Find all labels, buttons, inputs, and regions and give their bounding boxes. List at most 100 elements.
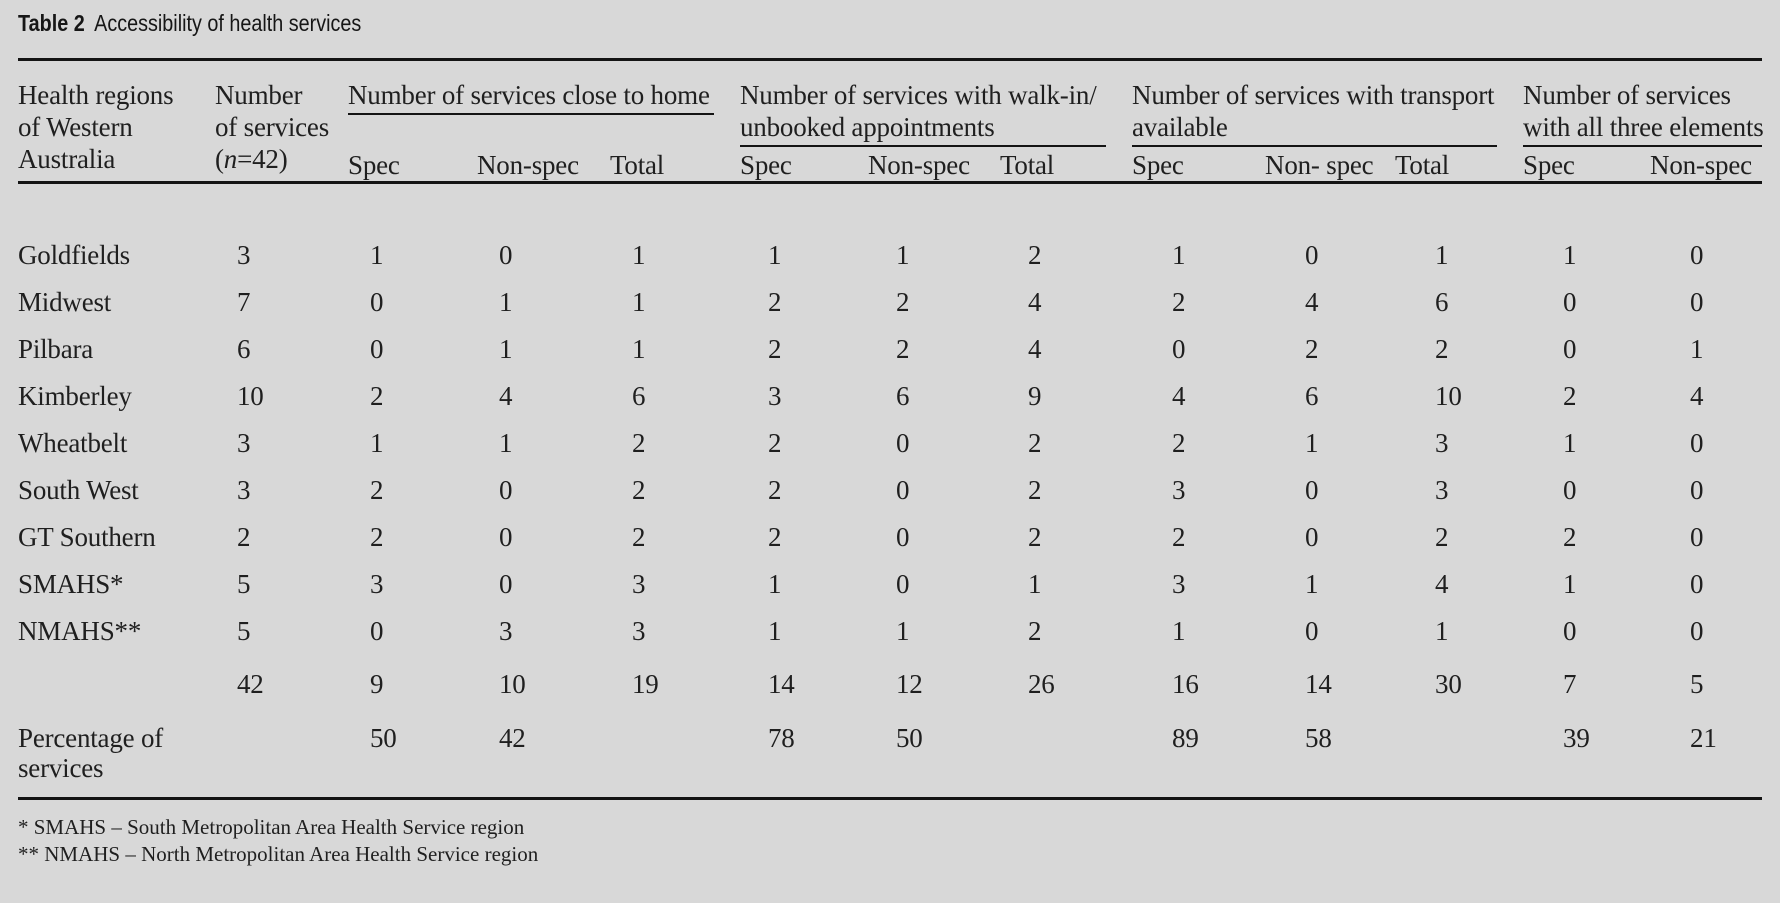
col-group-close-to-home: Number of services close to home — [348, 60, 740, 148]
value-cell: 2 — [1172, 287, 1186, 317]
value-cell: 2 — [768, 287, 782, 317]
region-cell: GT Southern — [18, 522, 156, 552]
percentage-cell: 58 — [1305, 723, 1332, 753]
value-cell: 0 — [1690, 616, 1704, 646]
col-header-region: Health regions of Western Australia — [18, 59, 215, 184]
value-cell: 3 — [632, 569, 646, 599]
col-subheader-spec: Spec — [1132, 147, 1266, 184]
value-cell: 2 — [768, 334, 782, 364]
percentage-cell — [610, 723, 740, 799]
percentage-cell — [1000, 723, 1132, 799]
value-cell: 1 — [768, 240, 782, 270]
region-cell: Pilbara — [18, 334, 94, 364]
table-number-label: Table 2 — [18, 10, 85, 36]
value-cell: 0 — [1690, 240, 1704, 270]
value-cell: 0 — [1563, 475, 1577, 505]
value-cell: 2 — [370, 522, 384, 552]
num-services-cell: 3 — [237, 240, 251, 270]
value-cell: 0 — [1690, 428, 1704, 458]
accessibility-table: Health regions of Western Australia Numb… — [18, 58, 1764, 800]
value-cell: 6 — [1435, 287, 1449, 317]
value-cell: 1 — [632, 334, 646, 364]
total-cell: 12 — [896, 669, 923, 699]
col-subheader-nonspec: Non-spec — [868, 147, 1000, 184]
value-cell: 0 — [1690, 475, 1704, 505]
percentage-cell: 50 — [370, 723, 397, 753]
value-cell: 6 — [1305, 381, 1319, 411]
col-subheader-total: Total — [1395, 147, 1524, 184]
value-cell: 1 — [632, 287, 646, 317]
value-cell: 0 — [370, 616, 384, 646]
table-title: Table 2 Accessibility of health services — [18, 10, 1533, 36]
value-cell: 10 — [1435, 381, 1462, 411]
value-cell: 2 — [1172, 428, 1186, 458]
table-footer-rows: 42 9 10 19 14 12 26 16 14 30 7 5 Percent… — [18, 664, 1762, 799]
col-group-all-three: Number of services with all three elemen… — [1523, 60, 1764, 147]
value-cell: 0 — [370, 287, 384, 317]
value-cell: 3 — [499, 616, 513, 646]
value-cell: 2 — [768, 428, 782, 458]
table-title-text: Accessibility of health services — [94, 10, 362, 36]
col-subheader-spec: Spec — [348, 147, 477, 184]
table-row: Midwest 7 0 1 1 2 2 4 2 4 6 0 0 — [18, 288, 1762, 335]
value-cell: 3 — [632, 616, 646, 646]
value-cell: 1 — [1563, 569, 1577, 599]
group-header-underline: Number of services close to home — [348, 79, 714, 115]
value-cell: 1 — [632, 240, 646, 270]
page: { "page": { "background_color": "#d8d8d8… — [0, 10, 1780, 903]
table-row: Kimberley 10 2 4 6 3 6 9 4 6 10 2 4 — [18, 382, 1762, 429]
value-cell: 0 — [896, 428, 910, 458]
value-cell: 0 — [896, 569, 910, 599]
total-cell: 16 — [1172, 669, 1199, 699]
col-subheader-nonspec: Non- spec — [1265, 147, 1396, 184]
value-cell: 4 — [1028, 287, 1042, 317]
value-cell: 0 — [1690, 522, 1704, 552]
value-cell: 1 — [499, 428, 513, 458]
value-cell: 1 — [1172, 240, 1186, 270]
percentage-cell — [215, 723, 348, 799]
value-cell: 0 — [1305, 240, 1319, 270]
col-subheader-spec: Spec — [1523, 147, 1651, 184]
table-row: South West 3 2 0 2 2 0 2 3 0 3 0 0 — [18, 476, 1762, 523]
total-cell: 14 — [1305, 669, 1332, 699]
value-cell: 2 — [1028, 616, 1042, 646]
col-group-walk-in: Number of services with walk-in/ unbooke… — [740, 60, 1132, 147]
value-cell: 0 — [499, 522, 513, 552]
table-row: NMAHS** 5 0 3 3 1 1 2 1 0 1 0 0 — [18, 617, 1762, 664]
value-cell: 0 — [1305, 522, 1319, 552]
total-cell: 9 — [370, 669, 384, 699]
percentage-cell: 21 — [1690, 723, 1717, 753]
value-cell: 0 — [370, 334, 384, 364]
total-cell: 5 — [1690, 669, 1704, 699]
value-cell: 0 — [1690, 287, 1704, 317]
value-cell: 2 — [1172, 522, 1186, 552]
num-services-cell: 7 — [237, 287, 251, 317]
percentage-cell: 50 — [896, 723, 923, 753]
value-cell: 1 — [1305, 569, 1319, 599]
value-cell: 1 — [499, 334, 513, 364]
table-row: Goldfields 3 1 0 1 1 1 2 1 0 1 1 0 — [18, 241, 1762, 288]
value-cell: 2 — [1435, 334, 1449, 364]
value-cell: 4 — [1305, 287, 1319, 317]
table-row: SMAHS* 5 3 0 3 1 0 1 3 1 4 1 0 — [18, 570, 1762, 617]
value-cell: 1 — [1028, 569, 1042, 599]
col-header-number-of-services: Number of services (n=42) — [215, 59, 348, 184]
value-cell: 2 — [1028, 428, 1042, 458]
totals-row: 42 9 10 19 14 12 26 16 14 30 7 5 — [18, 664, 1762, 723]
value-cell: 3 — [1435, 475, 1449, 505]
value-cell: 2 — [632, 475, 646, 505]
value-cell: 2 — [768, 522, 782, 552]
num-services-cell: 5 — [237, 616, 251, 646]
value-cell: 0 — [1305, 616, 1319, 646]
value-cell: 1 — [768, 616, 782, 646]
footnotes: * SMAHS – South Metropolitan Area Health… — [18, 814, 1780, 868]
group-header-row: Health regions of Western Australia Numb… — [18, 59, 1764, 184]
value-cell: 6 — [632, 381, 646, 411]
value-cell: 3 — [1172, 475, 1186, 505]
value-cell: 1 — [1563, 240, 1577, 270]
value-cell: 2 — [632, 428, 646, 458]
value-cell: 1 — [1172, 616, 1186, 646]
sub-header-row: Spec Non-spec Total Spec Non-spec Total … — [18, 147, 1763, 184]
value-cell: 1 — [370, 428, 384, 458]
footnote-smahs: * SMAHS – South Metropolitan Area Health… — [18, 815, 525, 839]
